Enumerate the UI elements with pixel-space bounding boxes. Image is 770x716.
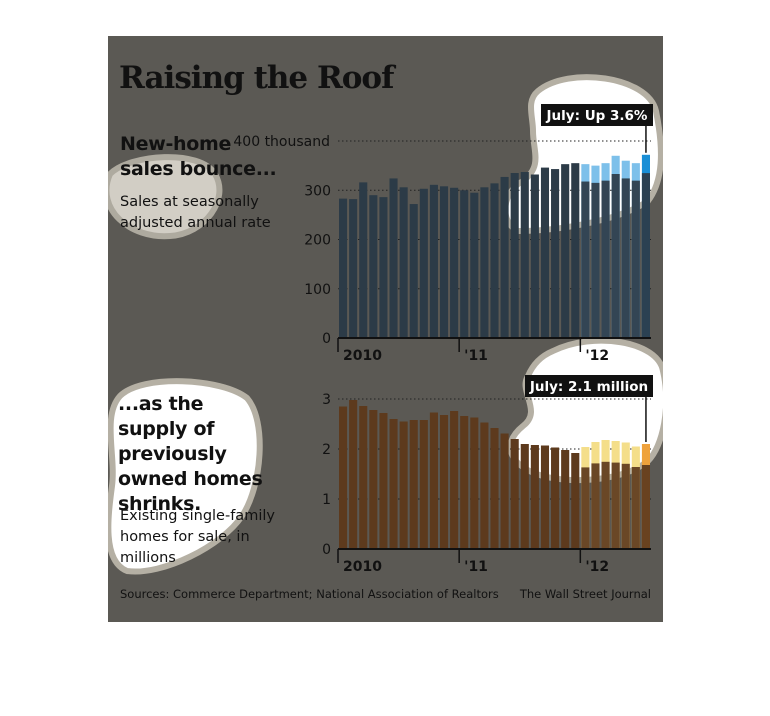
existing-homes-supply-bar — [571, 453, 580, 549]
new-home-sales-bar — [530, 174, 539, 338]
existing-homes-supply-bar — [409, 420, 418, 549]
new-home-sales-bar — [349, 199, 358, 338]
existing-homes-supply-bar — [379, 413, 388, 549]
existing-homes-supply-callout-text: July: 2.1 million — [529, 379, 648, 395]
existing-homes-supply-bar — [510, 439, 519, 549]
existing-homes-supply-bar — [429, 412, 438, 549]
new-home-sales-bar — [470, 192, 479, 338]
existing-homes-supply-bar-shade — [611, 462, 620, 549]
new-home-sales-xtick-label: '12 — [585, 348, 609, 364]
top-headline: New-home sales bounce... — [120, 133, 277, 180]
new-home-sales-bar — [419, 188, 428, 338]
highlight-blob-bottom-label — [108, 378, 263, 575]
graphic-panel: Raising the Roof New-home sales bounce..… — [108, 36, 663, 622]
new-home-sales-ytick-label: 300 — [304, 183, 331, 199]
new-home-sales-ytick-label: 400 thousand — [233, 134, 330, 150]
new-home-sales-bar — [551, 169, 560, 338]
existing-homes-supply-bar-shade — [601, 461, 610, 549]
new-home-sales-bar — [439, 186, 449, 338]
new-home-sales-callout-text: July: Up 3.6% — [546, 108, 648, 124]
new-home-sales-bar — [429, 184, 438, 338]
new-home-sales-bar-shade — [611, 173, 620, 338]
existing-homes-supply-bar — [470, 417, 479, 549]
existing-homes-supply-bar — [561, 450, 570, 549]
new-home-sales-bar — [540, 167, 550, 338]
existing-homes-supply-callout-box — [525, 375, 653, 397]
existing-homes-supply-ytick-label: 2 — [322, 442, 331, 458]
existing-homes-supply-bar — [450, 411, 459, 549]
existing-homes-supply-bar-shade — [581, 467, 590, 549]
new-home-sales-bar — [561, 164, 570, 338]
charts-svg: 0 100 200 300 400 thousand 2010 '11 '12 July: Up… — [233, 104, 653, 575]
existing-homes-supply-xtick-label: '12 — [585, 559, 609, 575]
existing-homes-supply-bar — [349, 400, 358, 549]
existing-homes-supply-bar — [359, 406, 368, 549]
existing-homes-supply-bar — [369, 410, 378, 549]
new-home-sales-bar — [339, 198, 348, 338]
existing-homes-supply-bar — [480, 422, 489, 549]
existing-homes-supply-bar — [520, 444, 529, 549]
existing-homes-supply-bar — [490, 428, 499, 549]
new-home-sales-bar — [409, 204, 418, 338]
source-note: Sources: Commerce Department; National A… — [120, 587, 499, 601]
new-home-sales-bar — [399, 187, 408, 338]
new-home-sales-ytick-label: 0 — [322, 331, 331, 347]
existing-homes-supply-bar — [339, 406, 348, 549]
new-home-sales-bar-shade — [601, 180, 610, 338]
highlight-blob-top-label — [108, 154, 223, 240]
graphic-title: Raising the Roof — [119, 60, 394, 96]
new-home-sales-xtick-label: 2010 — [343, 348, 382, 364]
new-home-sales-callout-box — [541, 104, 653, 126]
new-home-sales-bar — [520, 172, 529, 338]
new-home-sales-bar-shade — [641, 173, 650, 338]
existing-homes-supply-ytick-label: 3 — [322, 392, 331, 408]
new-home-sales-bar — [359, 182, 368, 338]
new-home-sales-bar — [490, 183, 499, 338]
bottom-subtitle: Existing single-family homes for sale, i… — [120, 508, 275, 566]
existing-homes-supply-bar — [500, 433, 509, 549]
existing-homes-supply-bar-shade — [641, 465, 650, 549]
existing-homes-supply-bar — [419, 420, 428, 549]
existing-homes-supply-bar — [439, 415, 449, 549]
new-home-sales-bar — [389, 178, 398, 338]
new-home-sales-xtick-label: '11 — [464, 348, 488, 364]
existing-homes-supply-ytick-label: 0 — [322, 542, 331, 558]
existing-homes-supply-bar — [540, 445, 550, 549]
new-home-sales-bar-shade — [581, 181, 590, 338]
new-home-sales-bar — [500, 176, 509, 338]
existing-homes-supply-xtick-label: '11 — [464, 559, 488, 575]
new-home-sales-bar — [369, 195, 378, 338]
new-home-sales-bar — [571, 163, 580, 338]
new-home-sales-bar — [480, 187, 489, 338]
existing-homes-supply-ytick-label: 1 — [322, 492, 331, 508]
existing-homes-supply-bar — [389, 419, 398, 549]
existing-homes-supply-bar-shade — [631, 467, 640, 549]
new-home-sales-bar-shade — [631, 180, 640, 338]
bottom-headline: ...as the supply of previously owned hom… — [118, 393, 263, 515]
existing-homes-supply-bar — [551, 447, 560, 549]
top-subtitle: Sales at seasonally adjusted annual rate — [120, 194, 271, 231]
new-home-sales-ytick-label: 200 — [304, 233, 331, 249]
new-home-sales-bar — [450, 187, 459, 338]
credit-note: The Wall Street Journal — [519, 587, 651, 601]
existing-homes-supply-bar — [460, 416, 469, 549]
new-home-sales-bar-shade — [621, 178, 630, 338]
existing-homes-supply-bar — [530, 445, 539, 549]
new-home-sales-bar-shade — [591, 182, 600, 338]
existing-homes-supply-bar-shade — [621, 463, 630, 549]
existing-homes-supply-bar-shade — [591, 463, 600, 549]
new-home-sales-bar — [460, 190, 469, 338]
existing-homes-supply-xtick-label: 2010 — [343, 559, 382, 575]
new-home-sales-ytick-label: 100 — [304, 282, 331, 298]
new-home-sales-bar — [379, 197, 388, 338]
existing-homes-supply-bar — [399, 421, 408, 549]
new-home-sales-bar — [510, 173, 519, 338]
